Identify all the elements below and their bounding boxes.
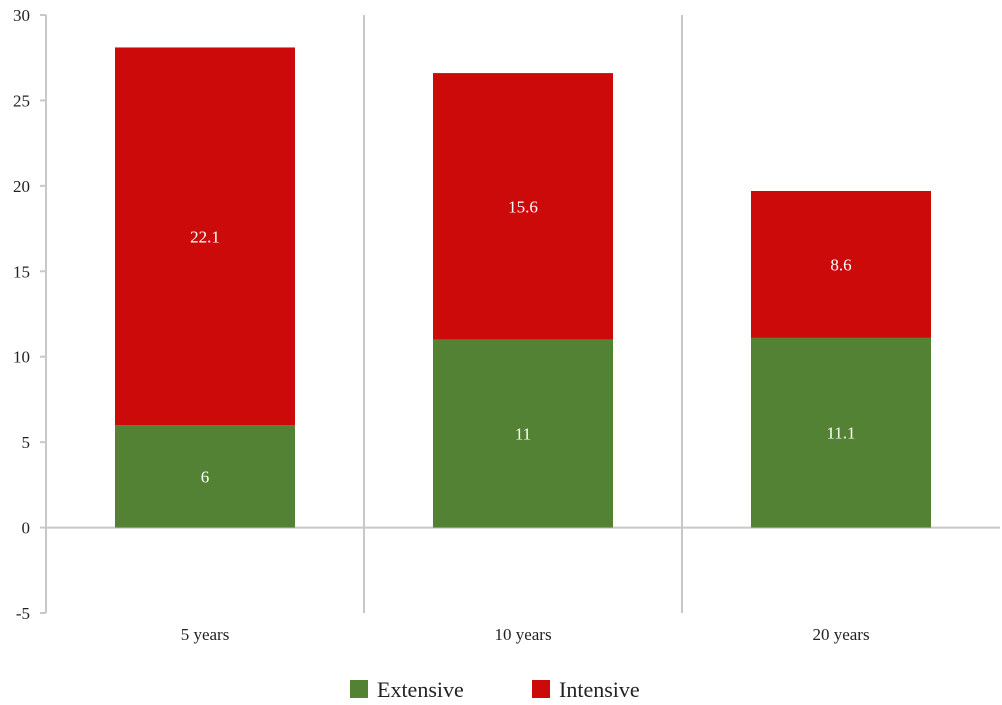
bar-data-label: 22.1 (190, 227, 220, 246)
legend-label-intensive: Intensive (559, 677, 640, 702)
y-tick-label: 25 (13, 91, 30, 110)
bar-segment-extensive (115, 425, 295, 528)
label-layer: 6 22.1 11 15.6 11.1 8.6 (190, 197, 855, 486)
bar-segment-intensive (115, 47, 295, 426)
bar-segment-extensive (433, 339, 613, 528)
bar-segment-intensive (751, 190, 931, 338)
bar-segment-extensive (751, 337, 931, 528)
legend-swatch-extensive (350, 680, 368, 698)
x-category-label: 5 years (181, 625, 230, 644)
x-category-label: 10 years (494, 625, 551, 644)
bar-data-label: 11 (515, 425, 531, 444)
bar-data-label: 8.6 (830, 255, 851, 274)
y-tick-label: 5 (22, 433, 31, 452)
legend: Extensive Intensive (350, 677, 640, 702)
bar-data-label: 6 (201, 467, 210, 486)
legend-swatch-intensive (532, 680, 550, 698)
y-tick-label: 20 (13, 177, 30, 196)
grid-layer (363, 15, 683, 613)
y-tick-label: 30 (13, 6, 30, 25)
bar-layer (115, 47, 931, 528)
y-tick-label: 10 (13, 348, 30, 367)
bar-data-label: 11.1 (826, 424, 855, 443)
x-category-label: 20 years (812, 625, 869, 644)
legend-label-extensive: Extensive (377, 677, 464, 702)
y-tick-label: 15 (13, 262, 30, 281)
y-tick-label: -5 (16, 604, 30, 623)
bar-segment-intensive (433, 73, 613, 340)
bar-data-label: 15.6 (508, 197, 538, 216)
y-tick-label: 0 (22, 519, 31, 538)
